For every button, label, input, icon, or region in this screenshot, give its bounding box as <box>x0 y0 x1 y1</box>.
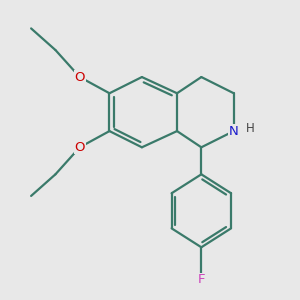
Text: H: H <box>246 122 254 135</box>
Text: F: F <box>198 273 205 286</box>
Text: O: O <box>74 70 85 83</box>
Text: O: O <box>74 141 85 154</box>
Text: N: N <box>229 124 238 138</box>
